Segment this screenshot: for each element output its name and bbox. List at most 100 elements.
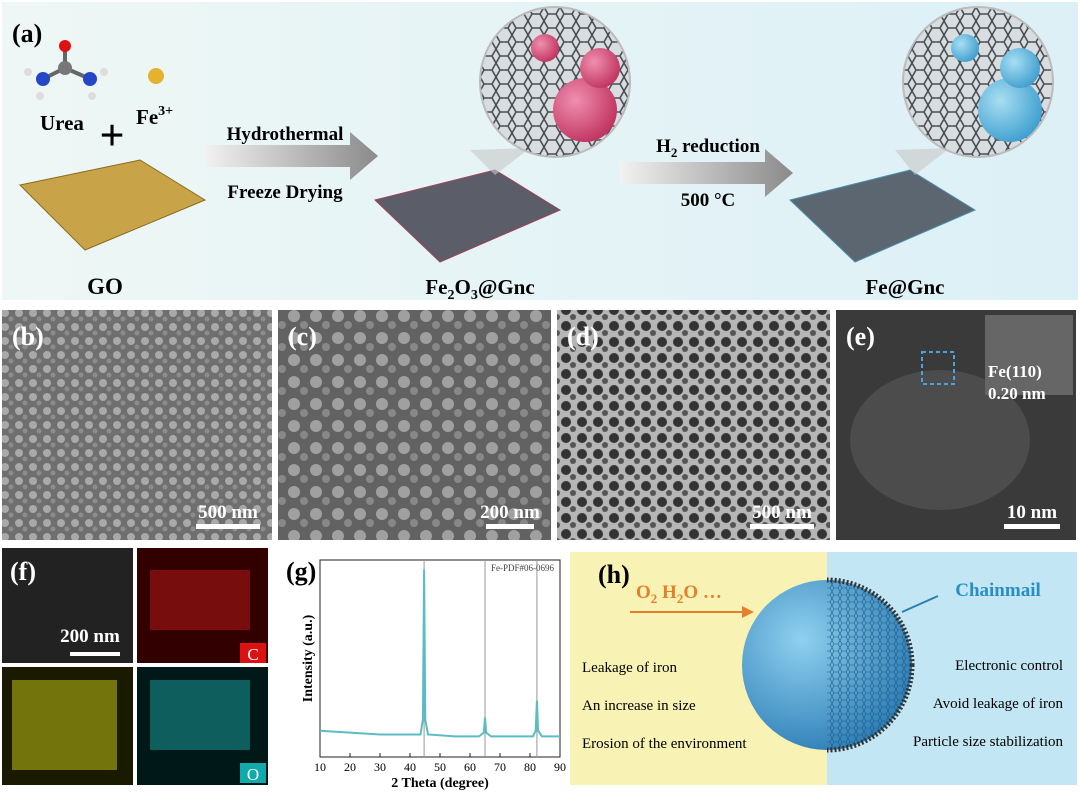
text: O … (683, 582, 722, 603)
scale-label: 200 nm (480, 502, 540, 523)
xrd-chart: 10 20 30 40 50 60 70 80 90 Fe-PDF#06-0696 2 Theta … (301, 559, 566, 791)
y-axis-label: Intensity (a.u.) (301, 614, 316, 702)
c-signal (150, 570, 250, 630)
list-item: Electronic control (955, 658, 1063, 674)
scale-label: 200 nm (60, 626, 120, 647)
map-label: C (247, 645, 258, 664)
map-label: O (247, 765, 259, 784)
text: reduction (677, 136, 760, 157)
tag (240, 763, 266, 783)
xrd-line (319, 569, 560, 738)
haadf-image (2, 548, 133, 663)
list-item: Avoid leakage of iron (933, 696, 1064, 712)
scale-bar (486, 524, 534, 529)
text: Fe (136, 105, 158, 129)
particle (850, 370, 1030, 510)
x-tick-label: 30 (374, 760, 386, 774)
panel-label: (d) (567, 322, 599, 351)
arrow (205, 132, 378, 180)
text: @Gnc (478, 275, 535, 299)
panel-label: (c) (288, 322, 317, 351)
spacing-label: 0.20 nm (988, 384, 1046, 403)
fe-label: Fe3+ (136, 104, 173, 129)
zoom-cone (895, 148, 950, 175)
fe2o3-sheet (373, 169, 562, 263)
plot-frame (319, 559, 561, 758)
reactants: O2 H2O … (636, 582, 722, 606)
x-tick-label: 50 (434, 760, 446, 774)
arrow (620, 149, 793, 197)
product-label: Fe@Gnc (865, 275, 944, 299)
list-item: Leakage of iron (582, 660, 677, 676)
x-tick-label: 40 (404, 760, 416, 774)
list-item: Erosion of the environment (582, 736, 747, 752)
right-list: Electronic control Avoid leakage of iron P… (913, 658, 1063, 750)
chainmail-shell (827, 577, 915, 753)
chart-title: Fe-PDF#06-0696 (491, 563, 555, 573)
x-tick-label: 80 (524, 760, 536, 774)
panel-label: (g) (286, 557, 316, 586)
go-sheet (18, 159, 207, 251)
x-tick-label: 90 (554, 760, 566, 774)
fe-ion (148, 68, 164, 84)
text: Fe (425, 275, 447, 299)
intermediate-label: Fe2O3@Gnc (425, 275, 534, 303)
tem-image (557, 310, 830, 540)
fe-sheet (788, 169, 977, 263)
zoom-circle (480, 7, 630, 157)
o-signal (150, 680, 250, 750)
x-axis-label: 2 Theta (degree) (391, 776, 489, 791)
panel-label: (a) (12, 19, 42, 48)
step-label: 500 °C (681, 190, 736, 211)
fe-signal (12, 680, 117, 770)
sem-image (278, 310, 551, 540)
scale-bar (196, 524, 260, 529)
text: 3+ (158, 104, 173, 119)
scale-label: 10 nm (1007, 502, 1057, 523)
x-tick-label: 70 (494, 760, 506, 774)
inset (985, 315, 1073, 395)
scale-label: 500 nm (752, 502, 812, 523)
text: O (454, 275, 470, 299)
panel-label: (h) (598, 560, 630, 589)
sem-image (2, 310, 272, 540)
tag (240, 643, 266, 663)
step-label: Freeze Drying (227, 182, 343, 203)
panel-label: (f) (10, 557, 36, 586)
zoom-circle (903, 7, 1053, 157)
scale-bar (70, 652, 120, 656)
step-label: H2 reduction (656, 136, 760, 160)
urea-molecule (24, 40, 108, 100)
zoom-ring (902, 6, 1054, 158)
panel-label: (b) (12, 322, 44, 351)
left-list: Leakage of iron An increase in size Erosio… (582, 660, 747, 752)
text: 2 (651, 591, 658, 606)
zoom-ring (479, 6, 631, 158)
text: 2 (677, 591, 684, 606)
x-tick-label: 10 (314, 760, 326, 774)
text: O (636, 582, 651, 603)
text: 2 (671, 145, 678, 160)
plane-label: Fe(110) (988, 362, 1042, 381)
panel-label: (e) (846, 322, 875, 351)
urea-label: Urea (40, 111, 84, 135)
text: H (656, 136, 671, 157)
x-tick-label: 20 (344, 760, 356, 774)
x-tick-label: 60 (464, 760, 476, 774)
zoom-box (921, 351, 955, 385)
arrow-head (742, 606, 754, 618)
text: 3 (471, 288, 478, 303)
text: 2 (447, 288, 454, 303)
list-item: Particle size stabilization (913, 734, 1063, 750)
pointer (901, 595, 939, 613)
go-label: GO (87, 274, 123, 299)
scale-bar (750, 524, 814, 529)
list-item: An increase in size (582, 698, 696, 714)
zoom-cone (470, 148, 530, 175)
scale-bar (1004, 524, 1060, 529)
scale-label: 500 nm (198, 502, 258, 523)
chainmail-label: Chainmail (955, 580, 1041, 601)
text: H (657, 582, 677, 603)
step-label: Hydrothermal (227, 124, 344, 145)
